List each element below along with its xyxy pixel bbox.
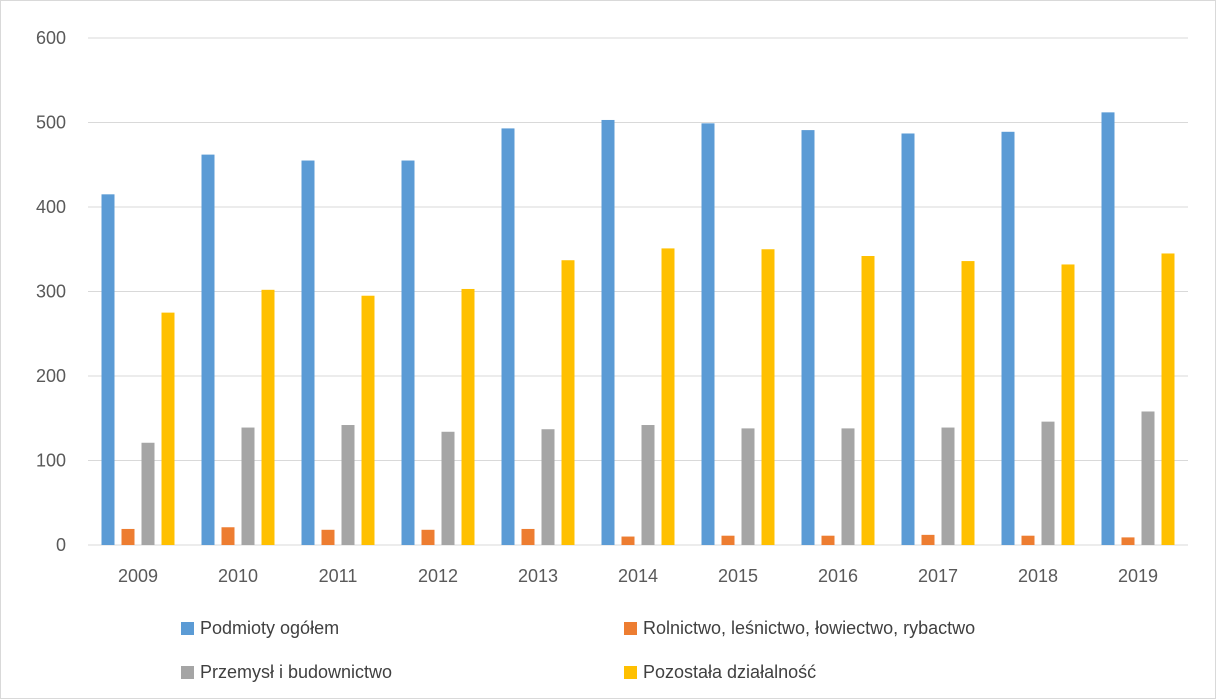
y-tick-label: 100 (36, 451, 66, 471)
bar (661, 248, 675, 545)
bar (621, 536, 635, 545)
x-tick-label: 2016 (818, 566, 858, 586)
bar (501, 128, 515, 545)
bar (121, 528, 135, 545)
y-tick-label: 500 (36, 113, 66, 133)
bar (901, 133, 915, 546)
x-tick-label: 2011 (319, 566, 358, 586)
x-tick-label: 2019 (1118, 566, 1158, 586)
x-tick-label: 2009 (118, 566, 158, 586)
bar (441, 431, 455, 545)
y-tick-label: 600 (36, 28, 66, 48)
x-tick-label: 2014 (618, 566, 658, 586)
bar (601, 119, 615, 545)
bar (721, 535, 735, 545)
bar (1021, 535, 1035, 545)
bar (1161, 253, 1175, 545)
bar (701, 123, 715, 545)
x-tick-label: 2012 (418, 566, 458, 586)
bar (301, 160, 315, 545)
bar (321, 529, 335, 545)
bar (101, 194, 115, 545)
bar (961, 261, 975, 545)
bar (241, 427, 255, 545)
y-tick-label: 300 (36, 282, 66, 302)
bar (1121, 537, 1135, 545)
bar (161, 312, 175, 545)
x-tick-label: 2010 (218, 566, 258, 586)
bar (261, 289, 275, 545)
bar (801, 130, 815, 546)
y-tick-label: 0 (56, 535, 66, 555)
bar (201, 154, 215, 546)
bar (861, 256, 875, 545)
bar (141, 442, 155, 545)
bar (1001, 131, 1015, 546)
bar (641, 425, 655, 545)
x-tick-label: 2017 (918, 566, 958, 586)
bar (341, 425, 355, 545)
bar (521, 528, 535, 545)
bar (1141, 411, 1155, 545)
bar (941, 427, 955, 545)
y-tick-label: 400 (36, 197, 66, 217)
bar (761, 249, 775, 545)
bar (541, 429, 555, 545)
bar (1041, 421, 1055, 545)
bar (821, 535, 835, 545)
bar (561, 260, 575, 545)
y-tick-label: 200 (36, 366, 66, 386)
bar (221, 527, 235, 545)
x-tick-label: 2013 (518, 566, 558, 586)
bar (421, 529, 435, 545)
bar (741, 428, 755, 545)
bar (461, 288, 475, 545)
bar (1101, 112, 1115, 546)
bar (1061, 264, 1075, 545)
bar (841, 428, 855, 545)
bar (361, 295, 375, 545)
x-tick-label: 2015 (718, 566, 758, 586)
x-tick-label: 2018 (1018, 566, 1058, 586)
bar (401, 160, 415, 545)
bar (921, 534, 935, 545)
